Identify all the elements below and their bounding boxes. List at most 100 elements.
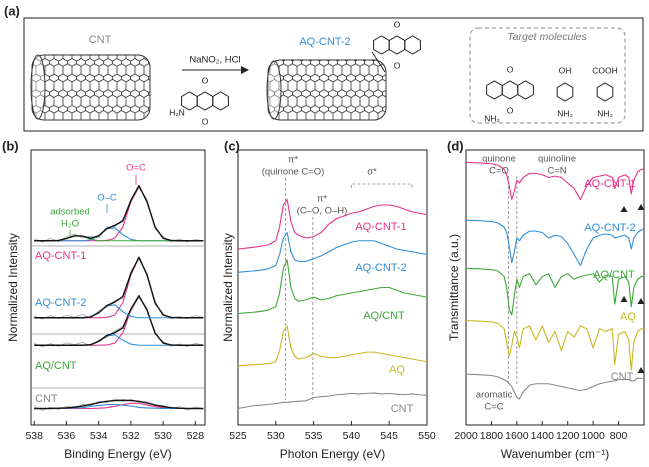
atom-label: COOH [592,65,618,75]
x-tick-label: 532 [122,430,140,442]
x-tick-label: 1600 [505,430,529,442]
x-tick-label: 530 [267,430,285,442]
atom-label: NH₂ [597,108,613,118]
spectrum [34,399,204,410]
ring [404,35,421,55]
annotation: H₂O [61,219,79,230]
spectrum [465,161,644,201]
ring [517,80,534,100]
spectrum [34,256,204,319]
x-tick-label: 525 [229,430,247,442]
bond [371,51,386,73]
series-label: AQ/CNT [363,310,405,322]
x-axis-label: Photon Energy (eV) [280,447,385,461]
marker-triangle [637,367,645,373]
annotation: quinoline [538,154,576,165]
series-label: CNT [611,371,634,383]
spectrum [465,373,644,400]
ring [556,82,574,102]
annotation: adsorbed [50,207,90,218]
series-label: AQ-CNT-2 [355,262,406,274]
spectrum [34,334,204,346]
spectrum [34,295,204,346]
atom-label: O [507,64,514,74]
ring [373,35,390,55]
series-label: AQ [620,311,636,323]
ring [486,80,503,100]
panel-label: (d) [447,138,464,153]
nanotube-end [30,54,46,120]
reagents: NaNO₂, HCl [189,55,240,66]
x-tick-label: 528 [187,430,205,442]
product-label: AQ-CNT-2 [299,36,350,48]
annotation: C=O [489,166,509,177]
x-tick-label: 534 [90,430,108,442]
series-label: AQ-CNT-2 [584,222,635,234]
series-label: AQ/CNT [593,269,635,281]
nanotube-end [266,60,282,120]
ring [388,35,406,55]
annotation: C=N [547,166,566,177]
bracket [351,183,413,188]
plot-frame [30,149,206,426]
spectrum [237,231,428,273]
spectrum [34,227,204,242]
atom-label: NH₂ [557,108,573,118]
series-label: AQ [389,364,405,376]
spectrum [465,319,644,371]
atom-label: O [202,116,209,126]
annotation: π* [317,194,328,205]
series-label: AQ-CNT-1 [584,178,635,190]
annotation: π* [288,155,299,166]
atom-label: O [394,19,401,29]
spectrum [237,198,428,250]
sample-label: AQ-CNT-1 [35,250,86,262]
sample-label: CNT [35,393,58,405]
annotation: (C–O, O–H) [297,206,348,217]
atom-label: O [507,105,514,115]
atom-label: O [394,60,401,70]
annotation: O=C [126,163,146,174]
x-tick-label: 1200 [556,430,580,442]
spectrum [34,258,204,320]
series-label: AQ-CNT-1 [355,221,406,233]
ring [212,91,229,111]
x-tick-label: 538 [25,430,43,442]
ring [596,82,614,102]
spectrum [465,267,644,316]
y-axis-label: Normalized Intensity [221,233,235,342]
x-tick-label: 550 [418,430,436,442]
annotation: aromatic [476,390,513,401]
x-tick-label: 2000 [454,430,478,442]
series-label: CNT [391,403,414,415]
plot-frame [465,149,645,426]
atom-label: OH [559,65,572,75]
x-tick-label: 1400 [531,430,555,442]
atom-label: NH₂ [484,113,500,123]
panel-label: (b) [2,138,19,153]
spectrum [237,325,428,367]
x-axis-label: Binding Energy (eV) [64,447,171,461]
target-title: Target molecules [507,31,587,43]
annotation: (quinone C=O) [262,167,325,178]
spectrum [34,185,204,242]
scheme-frame [23,17,644,132]
y-axis-label: Normalized Intensity [6,233,20,342]
atom-label: O [202,75,209,85]
x-tick-label: 535 [305,430,323,442]
ring [501,80,519,100]
spectrum [237,392,428,410]
annotation: quinone [482,154,516,165]
x-tick-label: 545 [380,430,398,442]
plot-frame [237,149,428,426]
sample-label: AQ/CNT [35,360,77,372]
panel-label: (c) [224,138,240,153]
atom-label: H₂N [169,107,185,117]
marker-triangle [620,296,628,302]
nanotube [31,54,151,121]
spectrum [237,259,428,315]
start-label: CNT [89,34,112,46]
target-box [469,27,626,124]
marker-triangle [620,206,628,212]
annotation: C=C [484,402,503,413]
